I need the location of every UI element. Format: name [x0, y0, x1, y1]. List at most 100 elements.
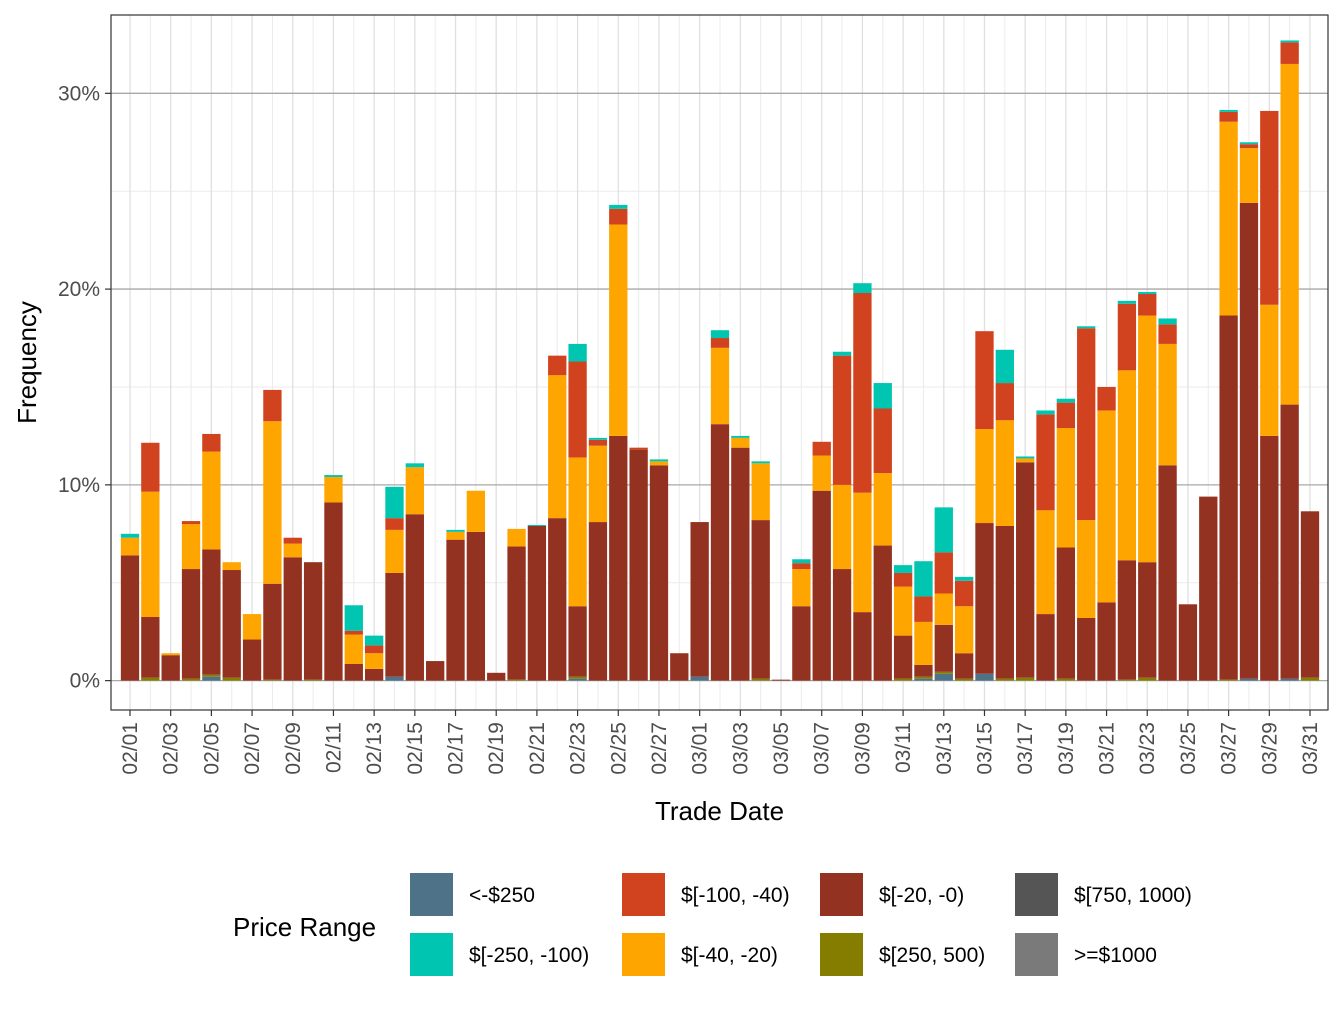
bar-segment — [222, 570, 241, 678]
bar-segment — [1097, 602, 1116, 681]
x-tick-label: 02/25 — [607, 722, 630, 775]
bar-segment — [1138, 562, 1157, 678]
bar-segment — [507, 546, 526, 680]
bar-segment — [893, 678, 913, 681]
bar-segment — [934, 671, 953, 674]
bar-segment — [934, 593, 953, 625]
bar-segment — [1219, 315, 1238, 680]
bar-segment — [853, 612, 872, 681]
bar-segment — [385, 572, 404, 677]
bar-segment — [934, 552, 953, 594]
bar-segment — [487, 672, 506, 681]
bar-segment — [1239, 202, 1259, 679]
bar-segment — [202, 451, 221, 550]
bar-segment — [1056, 398, 1076, 403]
bar-segment — [1239, 144, 1259, 149]
bar-segment — [385, 486, 404, 519]
bar-segment — [1178, 604, 1198, 681]
bar-segment — [934, 507, 953, 553]
plot-panel-border — [110, 14, 1329, 711]
x-tick-label: 02/17 — [445, 722, 468, 775]
x-tick-label: 02/01 — [119, 722, 142, 775]
bar-segment — [1280, 40, 1299, 43]
bar-segment — [873, 473, 892, 546]
bar-segment — [1280, 42, 1299, 64]
bar-segment — [344, 630, 363, 635]
bar-segment — [1036, 510, 1055, 615]
x-tick-label: 03/29 — [1258, 722, 1281, 775]
legend-title: Price Range — [233, 912, 376, 942]
bar-segment — [629, 447, 648, 450]
bar-segment — [995, 383, 1014, 421]
x-axis: 02/01 02/03 02/05 02/07 02/09 02/11 02/13 02/15… — [119, 710, 1322, 775]
bar-segment — [283, 543, 302, 558]
x-tick-label: 02/11 — [322, 722, 345, 773]
legend-swatch — [1015, 873, 1058, 916]
bar-segment — [1056, 547, 1076, 679]
bar-segment — [1077, 617, 1096, 681]
bar-segment — [914, 596, 933, 622]
legend-swatch — [410, 933, 453, 976]
bar-segment — [527, 525, 547, 681]
bar-segment — [161, 653, 180, 656]
bar-segment — [1158, 324, 1177, 344]
bar-segment — [629, 449, 648, 681]
bar-segment — [1056, 402, 1076, 429]
x-tick-label: 03/11 — [892, 722, 915, 773]
bar-segment — [141, 617, 160, 678]
bar-segment — [263, 679, 282, 681]
bar-segment — [954, 576, 974, 581]
bar-segment — [751, 520, 770, 679]
x-tick-label: 02/03 — [160, 722, 183, 775]
x-tick-label: 03/21 — [1096, 722, 1119, 775]
bar-segment — [181, 524, 201, 570]
bar-segment — [303, 562, 323, 680]
bar-segment — [161, 655, 180, 681]
bar-segment — [283, 557, 302, 681]
bar-segment — [1016, 458, 1035, 463]
bar-segment — [1117, 560, 1137, 680]
bar-segment — [853, 293, 872, 493]
bar-segment — [202, 549, 221, 675]
x-tick-label: 03/03 — [729, 722, 752, 775]
bar-segment — [853, 283, 872, 293]
x-tick-label: 03/09 — [851, 722, 874, 775]
legend-label: $[750, 1000) — [1074, 884, 1192, 907]
legend-swatch — [410, 873, 453, 916]
bar-segment — [548, 375, 567, 519]
bar-segment — [527, 524, 547, 526]
bar-segment — [832, 484, 852, 570]
bar-segment — [873, 545, 892, 681]
legend-swatch — [622, 933, 665, 976]
bar-segment — [1138, 677, 1157, 681]
bar-segment — [1077, 520, 1096, 618]
x-tick-label: 03/07 — [811, 722, 834, 775]
legend-swatch — [1015, 933, 1058, 976]
bar-segment — [141, 442, 160, 492]
bar-segment — [873, 383, 892, 409]
bar-segment — [914, 678, 933, 681]
bar-segment — [731, 437, 750, 448]
bar-segment — [1219, 121, 1238, 316]
bar-segment — [995, 678, 1014, 681]
bar-segment — [303, 679, 323, 681]
legend-label: $[-250, -100) — [469, 944, 589, 967]
bar-segment — [466, 490, 486, 532]
x-tick-label: 03/05 — [770, 722, 793, 775]
bars — [120, 40, 1320, 681]
bar-segment — [649, 461, 669, 466]
bar-segment — [995, 420, 1014, 526]
bar-segment — [792, 606, 811, 681]
legend-label: $[250, 500) — [879, 944, 985, 967]
bar-segment — [1219, 111, 1238, 122]
bar-segment — [385, 676, 404, 681]
x-tick-label: 02/27 — [648, 722, 671, 775]
legend-label: $[-20, -0) — [879, 884, 964, 907]
bar-segment — [731, 435, 750, 438]
bar-segment — [649, 459, 669, 462]
y-axis-title: Frequency — [12, 301, 42, 424]
bar-segment — [181, 569, 201, 679]
bar-segment — [1036, 414, 1055, 511]
x-axis-title: Trade Date — [655, 796, 784, 826]
bar-segment — [995, 349, 1014, 384]
